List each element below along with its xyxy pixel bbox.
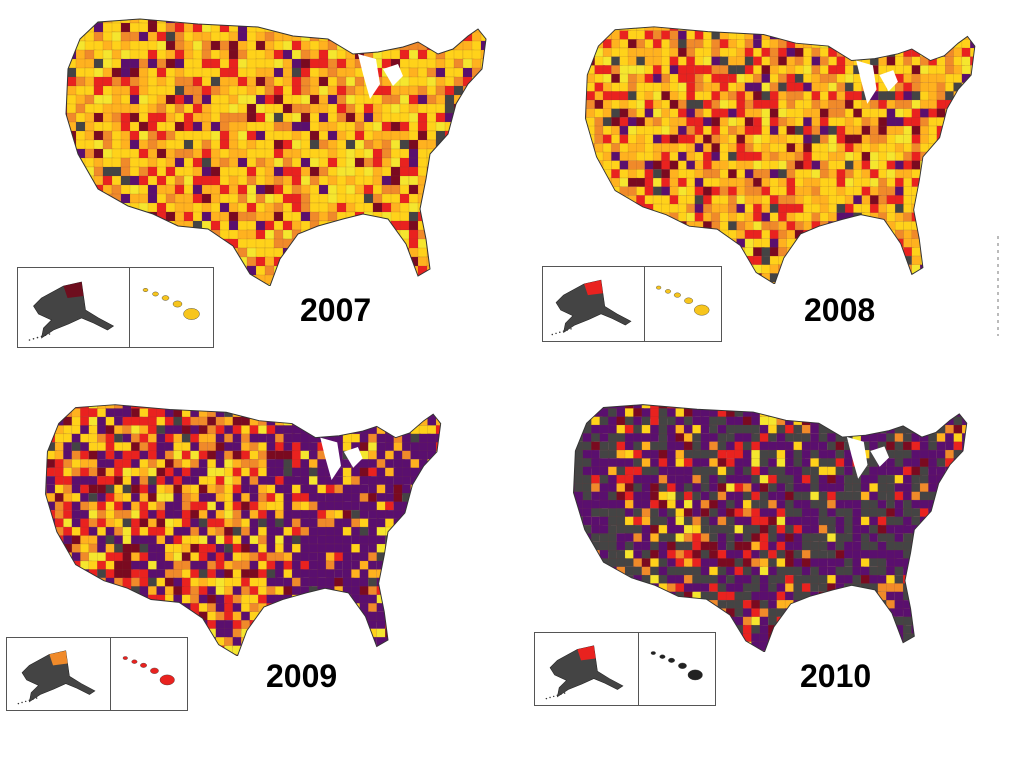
year-label-2009: 2009 xyxy=(266,658,338,694)
year-label-2010: 2010 xyxy=(800,658,872,694)
inset-box-2009 xyxy=(6,637,188,711)
inset-box-2007 xyxy=(17,267,214,348)
us-county-map-2010 xyxy=(573,404,968,652)
us-county-map-2008 xyxy=(584,26,976,284)
alaska-inset-2008 xyxy=(543,267,644,341)
us-county-map-2009 xyxy=(45,404,442,656)
hawaii-inset-2008 xyxy=(644,267,721,341)
alaska-inset-2010 xyxy=(535,633,638,705)
us-county-map-2007 xyxy=(65,18,487,286)
inset-box-2010 xyxy=(534,632,716,706)
scan-edge-artifact xyxy=(997,236,999,336)
hawaii-inset-2007 xyxy=(129,268,213,347)
alaska-inset-2007 xyxy=(18,268,129,347)
year-label-2008: 2008 xyxy=(804,292,876,328)
alaska-inset-2009 xyxy=(7,638,110,710)
hawaii-inset-2010 xyxy=(638,633,715,705)
year-label-2007: 2007 xyxy=(300,292,372,328)
hawaii-inset-2009 xyxy=(110,638,187,710)
inset-box-2008 xyxy=(542,266,722,342)
